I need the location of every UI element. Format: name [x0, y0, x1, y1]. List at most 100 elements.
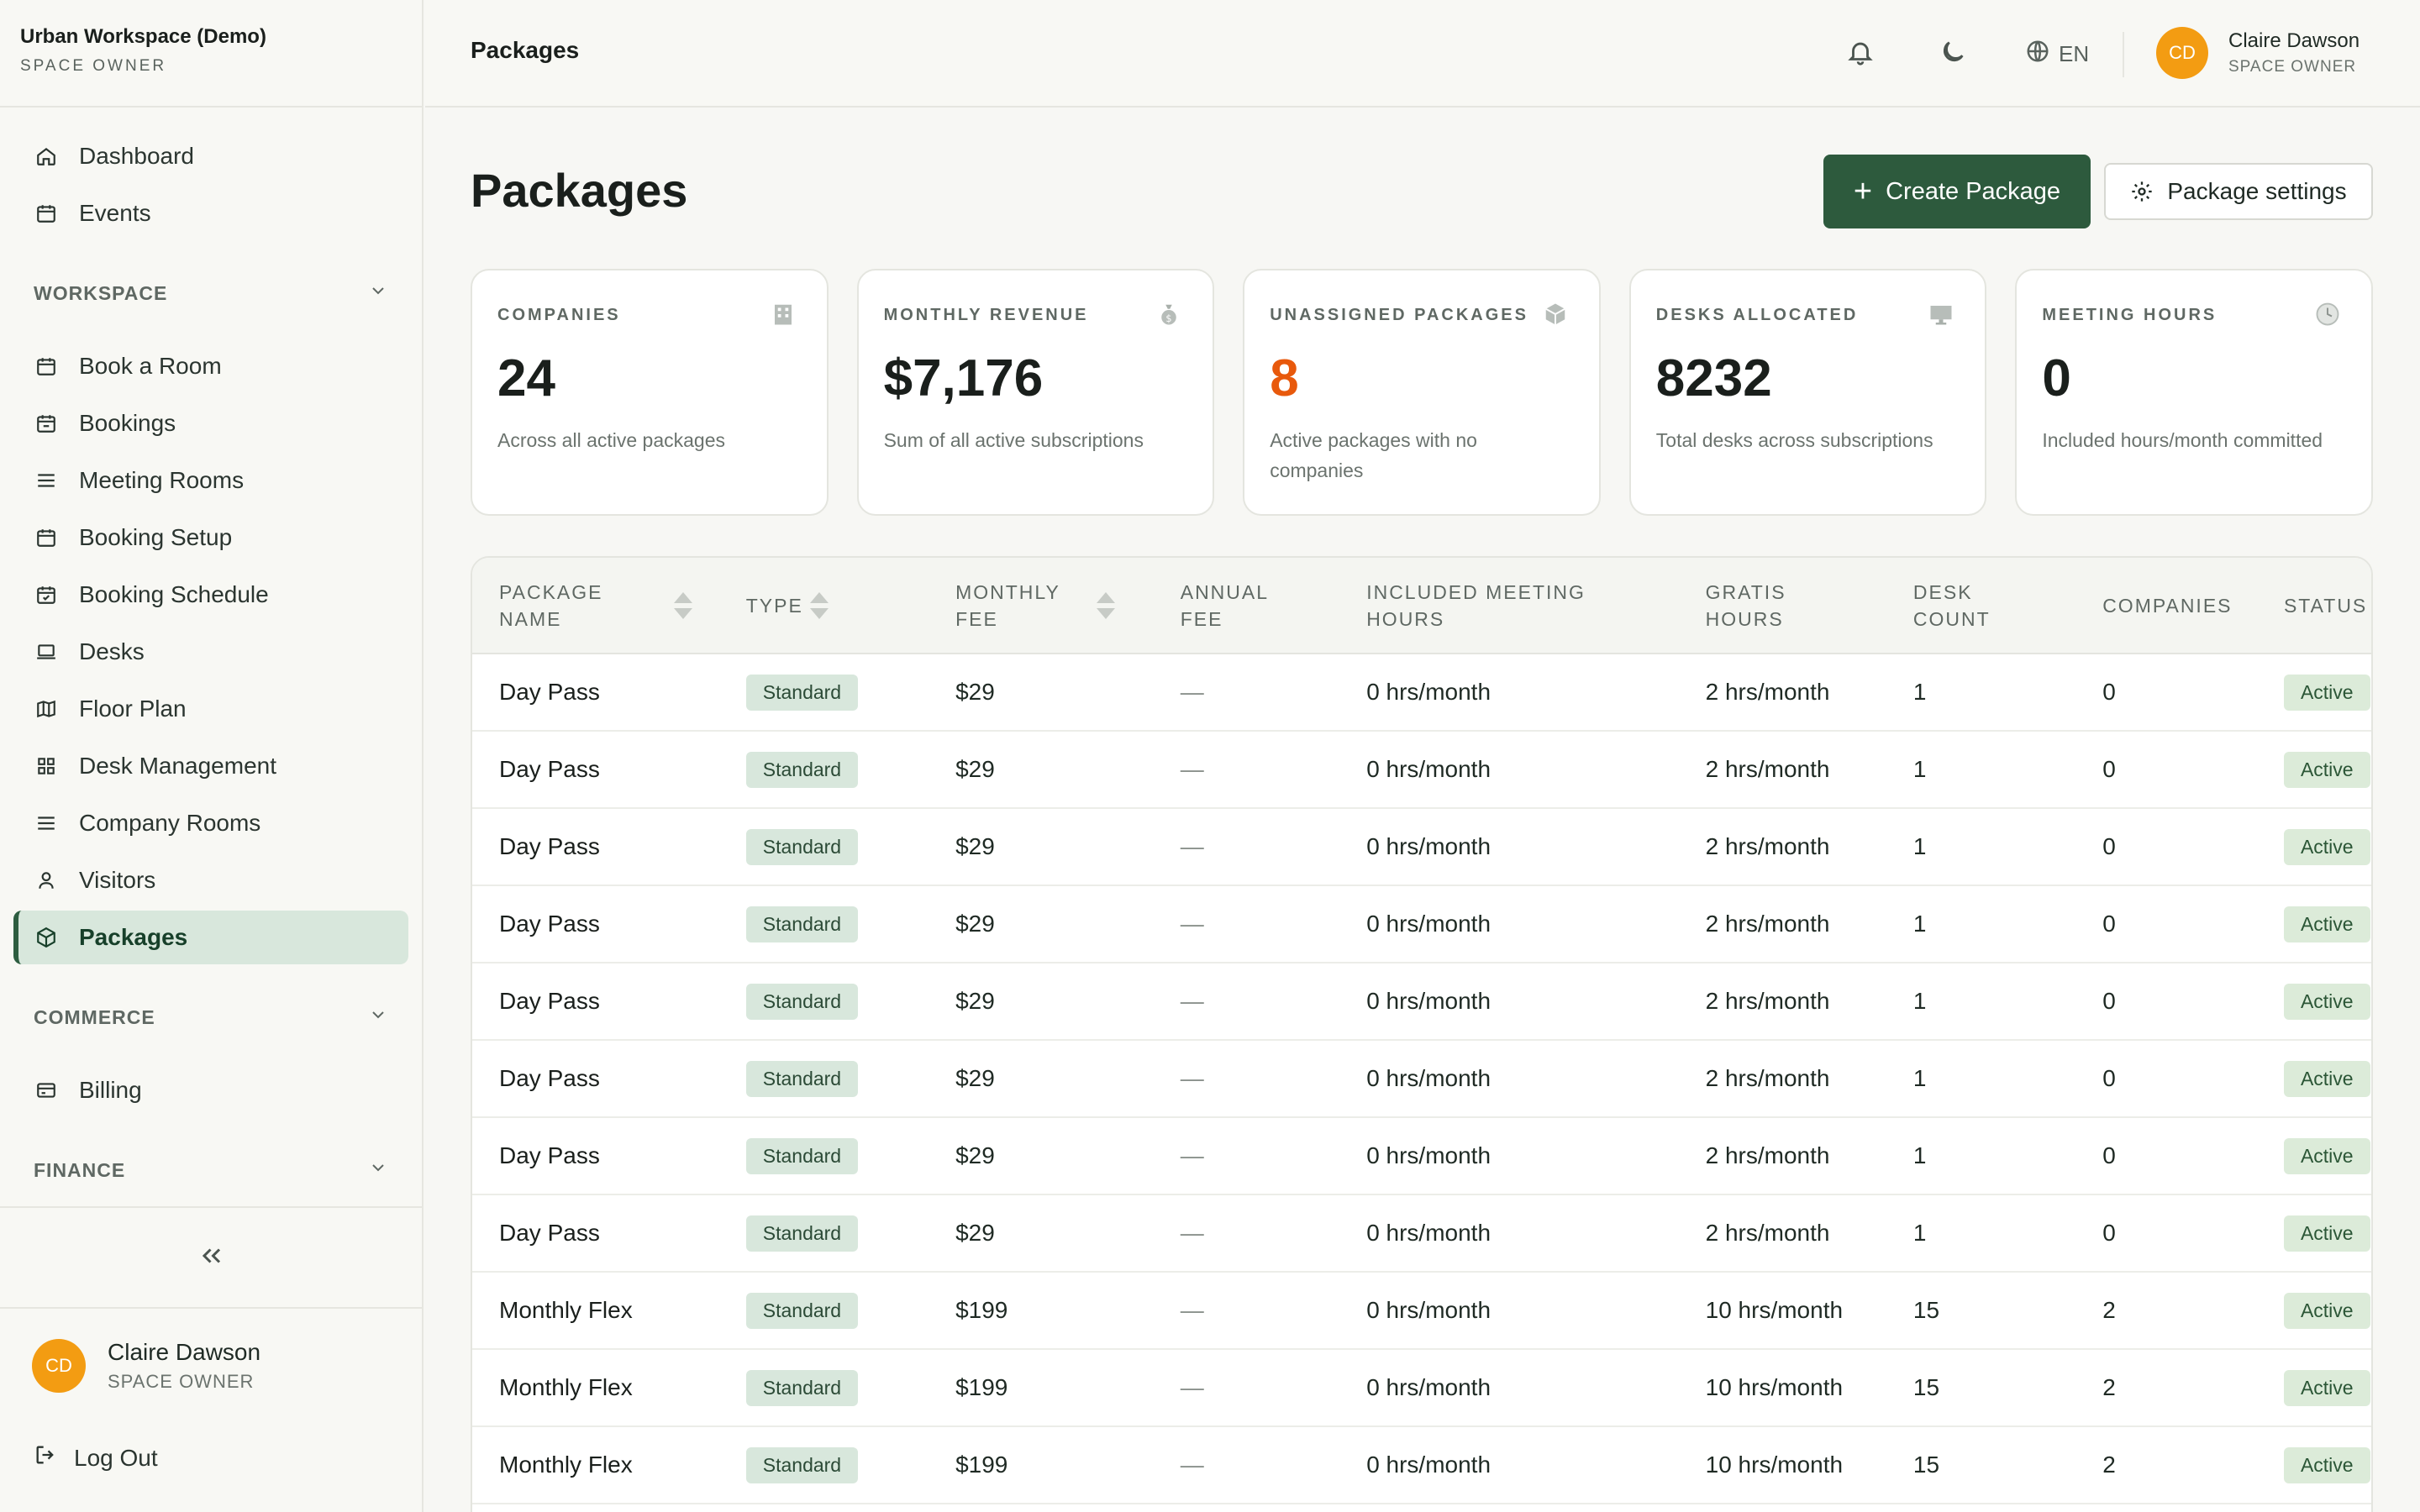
sidebar-item-events[interactable]: Events: [13, 186, 408, 240]
table-row[interactable]: Day Pass Standard $29 — 0 hrs/month 2 hrs/mon…: [472, 1040, 2371, 1117]
user-name: Claire Dawson: [2228, 29, 2360, 52]
table-row[interactable]: Day Pass Standard $29 — 0 hrs/month 2 hrs/mon…: [472, 1194, 2371, 1272]
cell-type: Standard: [719, 808, 929, 885]
page-title: Packages: [471, 164, 688, 217]
chevron-down-icon: [368, 1158, 388, 1183]
column-header-monthly-fee[interactable]: MONTHLY FEE: [929, 558, 1154, 654]
avatar: CD: [32, 1339, 86, 1393]
status-badge: Active: [2283, 1215, 2370, 1252]
section-workspace-toggle[interactable]: WORKSPACE: [34, 264, 408, 323]
cell-desk-count: 1: [1912, 833, 1927, 859]
cell-package-name: Day Pass: [499, 756, 600, 782]
stat-card-desks-allocated: DESKS ALLOCATED 8232 Total desks across …: [1628, 269, 1987, 516]
sidebar-item-desk-management[interactable]: Desk Management: [13, 739, 408, 793]
sort-icon[interactable]: [1097, 591, 1116, 619]
language-selector[interactable]: EN: [2025, 39, 2089, 70]
type-badge: Standard: [745, 906, 859, 942]
table-row[interactable]: Monthly Flex Standard $199 — 0 hrs/month 10 h…: [472, 1272, 2371, 1349]
sidebar-item-label: Desks: [79, 638, 145, 664]
table-row[interactable]: Day Pass Standard $29 — 0 hrs/month 2 hrs/mon…: [472, 654, 2371, 731]
cell-status: Active: [2257, 654, 2371, 731]
cell-gratis-hours: 2 hrs/month: [1705, 988, 1830, 1014]
sidebar-item-visitors[interactable]: Visitors: [13, 853, 408, 907]
status-badge: Active: [2283, 1060, 2370, 1097]
column-header-label: COMPANIES: [2102, 594, 2233, 617]
cell-desk-count: 15: [1912, 1297, 1940, 1323]
cell-included-meeting-hours: 0 hrs/month: [1366, 1142, 1491, 1168]
globe-icon: [2025, 39, 2050, 70]
status-badge: Active: [2283, 1446, 2370, 1483]
sort-icon[interactable]: [809, 591, 829, 619]
sidebar-item-label: Booking Setup: [79, 524, 233, 550]
cell-status: Active: [2257, 1194, 2371, 1272]
grid-icon: [34, 753, 59, 779]
cell-desk-count: 1: [1912, 756, 1927, 782]
cell-included-meeting-hours: 0 hrs/month: [1366, 988, 1491, 1014]
map-icon: [34, 696, 59, 722]
sidebar-item-packages[interactable]: Packages: [13, 911, 408, 964]
sidebar-item-floor-plan[interactable]: Floor Plan: [13, 682, 408, 736]
type-badge: Standard: [745, 983, 859, 1020]
sidebar-item-label: Meeting Rooms: [79, 467, 245, 493]
cell-gratis-hours: 10 hrs/month: [1705, 1297, 1844, 1323]
table-row[interactable]: Day Pass Standard $29 — 0 hrs/month 2 hrs/mon…: [472, 885, 2371, 963]
cell-annual-fee: —: [1180, 988, 1204, 1014]
column-header-included-meeting-hours: INCLUDED MEETING HOURS: [1339, 558, 1679, 654]
cell-included-meeting-hours: 0 hrs/month: [1366, 1065, 1491, 1091]
topbar-user-menu[interactable]: CD Claire Dawson SPACE OWNER: [2156, 27, 2360, 79]
money-bag-icon: $: [1155, 301, 1182, 328]
list-icon: [34, 811, 59, 836]
sidebar-item-company-rooms[interactable]: Company Rooms: [13, 796, 408, 850]
table-row[interactable]: Day Pass Standard $29 — 0 hrs/month 2 hrs/mon…: [472, 963, 2371, 1040]
sidebar-item-meeting-rooms[interactable]: Meeting Rooms: [13, 454, 408, 507]
type-badge: Standard: [745, 1369, 859, 1406]
section-finance-toggle[interactable]: FINANCE: [34, 1141, 408, 1200]
sidebar-collapse-button[interactable]: [0, 1206, 424, 1309]
section-commerce-toggle[interactable]: COMMERCE: [34, 988, 408, 1047]
column-header-package-name[interactable]: PACKAGE NAME: [472, 558, 719, 654]
cell-type: Standard: [719, 1426, 929, 1504]
table-row[interactable]: Day Pass Standard $29 — 0 hrs/month 2 hrs/mon…: [472, 808, 2371, 885]
cell-included-meeting-hours: 0 hrs/month: [1366, 1374, 1491, 1400]
stat-card-monthly-revenue: MONTHLY REVENUE $ $7,176 Sum of all acti…: [856, 269, 1215, 516]
sidebar-item-bookings[interactable]: Bookings: [13, 396, 408, 450]
sidebar-item-billing[interactable]: Billing: [13, 1063, 408, 1117]
sidebar-user[interactable]: CD Claire Dawson SPACE OWNER: [32, 1339, 260, 1393]
cell-companies: 2: [2102, 1297, 2116, 1323]
column-header-type[interactable]: TYPE: [718, 558, 929, 654]
cell-included-meeting-hours: 0 hrs/month: [1366, 679, 1491, 705]
chevron-down-icon: [368, 1005, 388, 1030]
sort-icon[interactable]: [674, 591, 692, 619]
status-badge: Active: [2283, 674, 2370, 711]
stat-value: 8: [1270, 349, 1299, 407]
column-header-gratis-hours: GRATIS HOURS: [1678, 558, 1886, 654]
sidebar: Urban Workspace (Demo) SPACE OWNER Dashb…: [0, 0, 424, 1512]
package-settings-button[interactable]: Package settings: [2104, 163, 2373, 220]
theme-toggle-button[interactable]: [1936, 37, 1970, 71]
user-icon: [34, 868, 59, 893]
sidebar-item-desks[interactable]: Desks: [13, 625, 408, 679]
cell-monthly-fee: $29: [955, 1142, 995, 1168]
cell-companies: 0: [2102, 988, 2116, 1014]
table-row[interactable]: Day Pass Standard $29 — 0 hrs/month 2 hrs/mon…: [472, 731, 2371, 808]
topbar-title: Packages: [471, 37, 580, 63]
cell-annual-fee: —: [1180, 1374, 1204, 1400]
billing-icon: [34, 1078, 59, 1103]
cell-gratis-hours: 2 hrs/month: [1705, 1220, 1830, 1246]
cell-status: Active: [2257, 1272, 2371, 1349]
type-badge: Standard: [745, 1215, 859, 1252]
sidebar-item-dashboard[interactable]: Dashboard: [13, 129, 408, 183]
cell-gratis-hours: 2 hrs/month: [1705, 1065, 1830, 1091]
sidebar-item-book-a-room[interactable]: Book a Room: [13, 339, 408, 393]
sidebar-item-booking-setup[interactable]: Booking Setup: [13, 511, 408, 564]
table-row[interactable]: Monthly Flex Standard $199 — 0 hrs/month 10 h…: [472, 1426, 2371, 1504]
sidebar-item-booking-schedule[interactable]: Booking Schedule: [13, 568, 408, 622]
table-row[interactable]: Monthly Flex Standard $199 — 0 hrs/month 10 h…: [472, 1349, 2371, 1426]
logout-button[interactable]: Log Out: [34, 1443, 158, 1473]
table-row[interactable]: Day Pass Standard $29 — 0 hrs/month 2 hrs/mon…: [472, 1117, 2371, 1194]
package-settings-label: Package settings: [2167, 178, 2347, 204]
create-package-button[interactable]: + Create Package: [1823, 155, 2091, 228]
cell-status: Active: [2257, 731, 2371, 808]
notifications-button[interactable]: [1844, 37, 1877, 71]
sidebar-nav: Dashboard Events WORKSPACE Book a Room B…: [0, 108, 422, 1200]
